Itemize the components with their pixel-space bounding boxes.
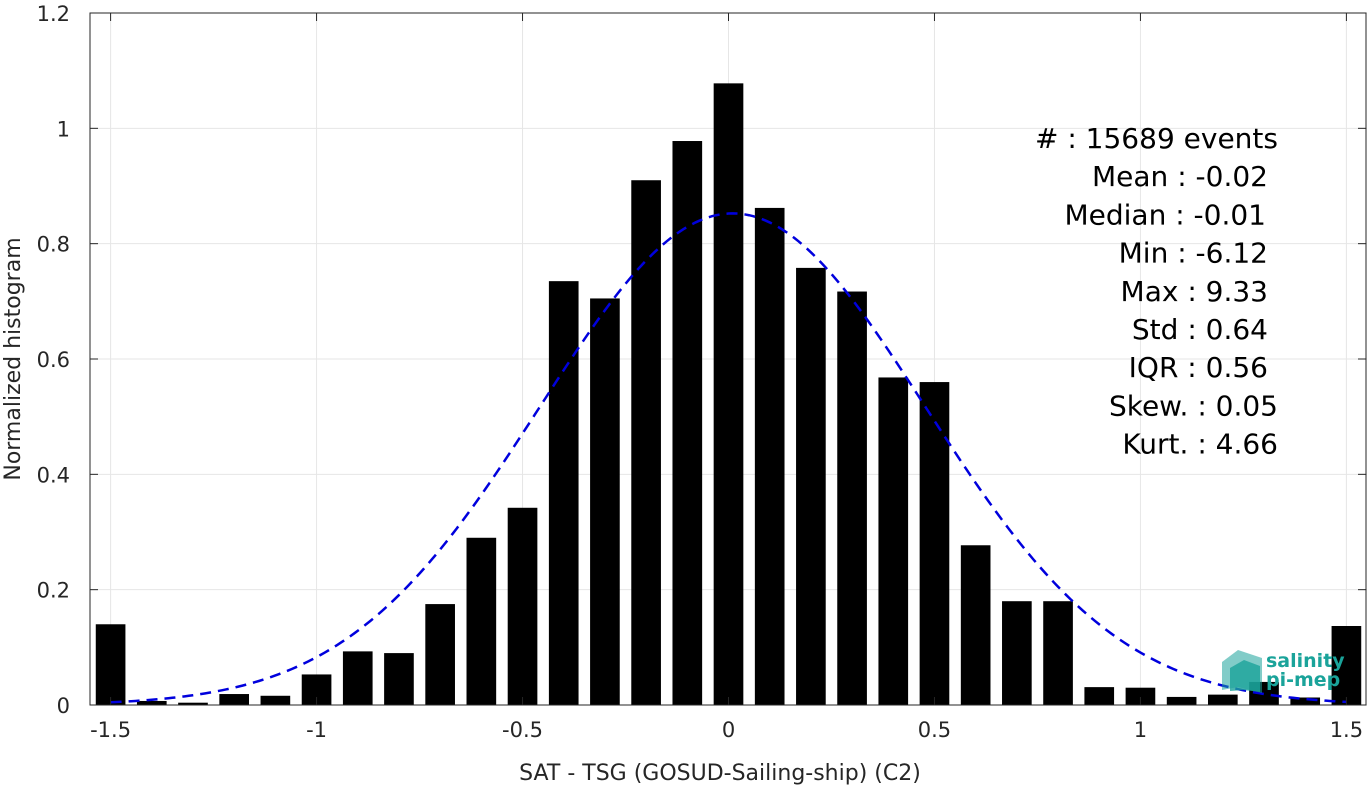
y-tick-label: 0.4	[37, 463, 70, 487]
stats-line: Max : 9.33	[1121, 275, 1268, 308]
histogram-bar	[219, 694, 250, 705]
normal-fit-curve	[110, 212, 1347, 704]
histogram-bar	[837, 291, 867, 705]
logo-text-salinity: salinity	[1266, 650, 1345, 672]
x-tick-label: 1	[1134, 718, 1147, 742]
x-tick-labels: -1.5 -1 -0.5 0 0.5 1 1.5	[90, 718, 1363, 742]
histogram-bar	[631, 180, 661, 705]
histogram-bar	[1166, 696, 1197, 705]
histogram-bar	[590, 298, 620, 705]
stats-line: Min : -6.12	[1119, 237, 1268, 270]
y-tick-label: 0	[57, 694, 70, 718]
statistics-annotation: # : 15689 events Mean : -0.02 Median : -0.…	[1035, 122, 1278, 461]
y-axis-title: Normalized histogram	[1, 237, 26, 480]
histogram-bar	[342, 651, 373, 705]
x-tick-label: -1.5	[90, 718, 131, 742]
histogram-bar	[878, 377, 909, 705]
x-tick-label: -1	[306, 718, 327, 742]
x-tick-label: 1.5	[1330, 718, 1363, 742]
histogram-bar	[507, 507, 538, 705]
y-tick-label: 0.2	[37, 579, 70, 603]
axis-ticks	[90, 12, 1366, 706]
histogram-bar	[796, 267, 826, 705]
histogram-bar	[548, 281, 579, 705]
histogram-bar	[260, 695, 291, 705]
histogram-bar	[95, 624, 126, 705]
x-tick-label: -0.5	[502, 718, 543, 742]
x-axis-title: SAT - TSG (GOSUD-Sailing-ship) (C2)	[519, 761, 921, 786]
histogram-bar	[425, 604, 455, 705]
histogram-bars	[95, 83, 1362, 705]
x-tick-label: 0	[722, 718, 735, 742]
histogram-bar	[919, 382, 950, 705]
histogram-bar	[1207, 694, 1238, 705]
stats-line: Median : -0.01	[1064, 198, 1266, 231]
y-tick-label: 0.8	[37, 233, 70, 257]
y-tick-labels: 0 0.2 0.4 0.6 0.8 1 1.2	[37, 2, 70, 718]
salinity-pi-mep-logo: salinity pi-mep	[1222, 650, 1345, 693]
histogram-bar	[384, 653, 414, 705]
stats-line: Mean : -0.02	[1092, 160, 1268, 193]
histogram-bar	[713, 83, 744, 705]
y-tick-label: 1.2	[37, 2, 70, 26]
stats-line: Skew. : 0.05	[1109, 389, 1278, 422]
histogram-bar	[466, 537, 497, 705]
histogram-bar	[1125, 687, 1156, 705]
histogram-bar	[1043, 601, 1073, 705]
histogram-bar	[178, 702, 208, 705]
stats-line: Std : 0.64	[1132, 313, 1268, 346]
histogram-bar	[1290, 697, 1321, 705]
stats-line: IQR : 0.56	[1129, 351, 1268, 384]
logo-wave-inner-icon	[1230, 660, 1260, 692]
histogram-bar	[136, 700, 167, 705]
histogram-bar	[672, 141, 703, 705]
histogram-bar	[1002, 601, 1032, 705]
histogram-bar	[960, 545, 991, 705]
logo-text-pi-mep: pi-mep	[1266, 669, 1340, 691]
y-tick-label: 0.6	[37, 348, 70, 372]
x-tick-label: 0.5	[918, 718, 951, 742]
stats-line: Kurt. : 4.66	[1122, 428, 1278, 461]
histogram-bar	[1084, 687, 1115, 705]
histogram-bar	[754, 207, 785, 705]
histogram-bar	[1331, 625, 1362, 705]
stats-line: # : 15689 events	[1035, 122, 1278, 155]
y-tick-label: 1	[57, 117, 70, 141]
